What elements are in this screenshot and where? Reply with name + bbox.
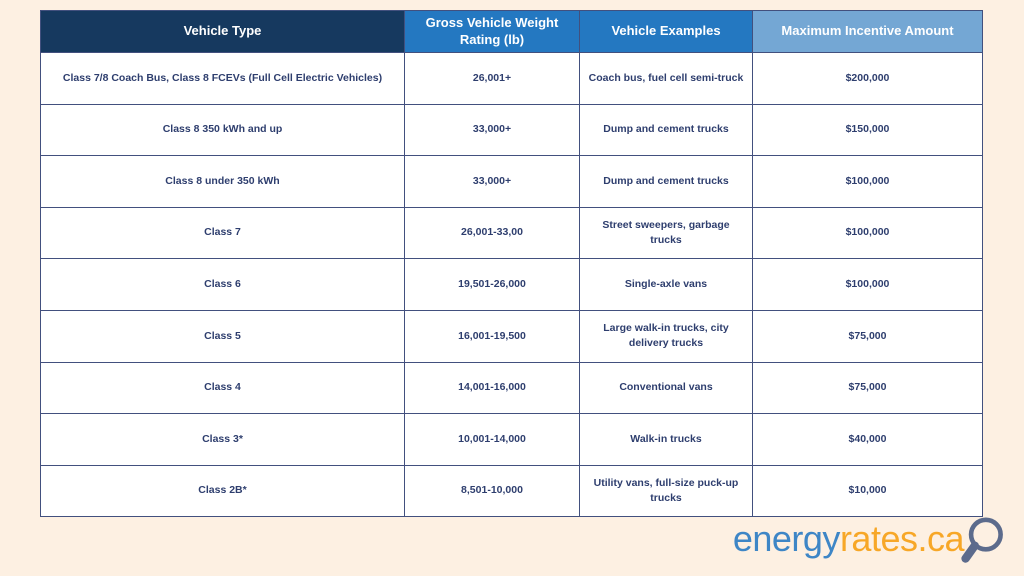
table-cell: Class 2B* <box>40 464 405 518</box>
table-row: Class 4 14,001-16,000 Conventional vans $75… <box>40 361 983 415</box>
table-cell: Walk-in trucks <box>579 413 753 466</box>
table-row: Class 2B* 8,501-10,000 Utility vans, full-… <box>40 464 983 518</box>
energyrates-logo: energy rates.ca <box>733 506 1008 572</box>
vehicle-incentive-table: Vehicle Type Gross Vehicle Weight Rating… <box>40 10 983 518</box>
header-gvwr: Gross Vehicle Weight Rating (lb) <box>404 10 580 53</box>
table-row: Class 8 under 350 kWh 33,000+ Dump and cem… <box>40 155 983 208</box>
table-cell: Class 8 under 350 kWh <box>40 155 405 208</box>
table-cell: 16,001-19,500 <box>404 309 580 363</box>
header-vehicle-type: Vehicle Type <box>40 10 405 53</box>
header-vehicle-examples: Vehicle Examples <box>579 10 753 53</box>
table-cell: $100,000 <box>752 155 983 208</box>
table-cell: 8,501-10,000 <box>404 464 580 518</box>
table-cell: Single-axle vans <box>579 258 753 311</box>
table-cell: 33,000+ <box>404 103 580 157</box>
table-cell: Class 6 <box>40 258 405 311</box>
table-cell: Class 8 350 kWh and up <box>40 103 405 157</box>
table-body: Class 7/8 Coach Bus, Class 8 FCEVs (Full… <box>40 52 983 518</box>
table-cell: Utility vans, full-size puck-up trucks <box>579 464 753 518</box>
magnifier-icon <box>961 506 1008 572</box>
table-header-row: Vehicle Type Gross Vehicle Weight Rating… <box>40 10 983 53</box>
table-cell: $100,000 <box>752 258 983 311</box>
table-cell: 14,001-16,000 <box>404 361 580 415</box>
table-row: Class 8 350 kWh and up 33,000+ Dump and ce… <box>40 103 983 157</box>
table-cell: Dump and cement trucks <box>579 155 753 208</box>
table-cell: $40,000 <box>752 413 983 466</box>
table-cell: Class 5 <box>40 309 405 363</box>
table-cell: $100,000 <box>752 206 983 260</box>
table-cell: 10,001-14,000 <box>404 413 580 466</box>
table-cell: 33,000+ <box>404 155 580 208</box>
table-cell: Coach bus, fuel cell semi-truck <box>579 52 753 105</box>
table-row: Class 7/8 Coach Bus, Class 8 FCEVs (Full… <box>40 52 983 105</box>
table-cell: 19,501-26,000 <box>404 258 580 311</box>
table-cell: Class 3* <box>40 413 405 466</box>
table-row: Class 6 19,501-26,000 Single-axle vans $100… <box>40 258 983 311</box>
table-cell: Dump and cement trucks <box>579 103 753 157</box>
table-cell: $10,000 <box>752 464 983 518</box>
table-cell: 26,001-33,00 <box>404 206 580 260</box>
table-row: Class 5 16,001-19,500 Large walk-in trucks… <box>40 309 983 363</box>
logo-text-energy: energy <box>732 518 841 559</box>
table-cell: Class 7 <box>40 206 405 260</box>
table-row: Class 3* 10,001-14,000 Walk-in trucks $40,0… <box>40 413 983 466</box>
table-row: Class 7 26,001-33,00 Street sweepers, garb… <box>40 206 983 260</box>
table-cell: $75,000 <box>752 309 983 363</box>
table-cell: $200,000 <box>752 52 983 105</box>
header-incentive-amount: Maximum Incentive Amount <box>752 10 983 53</box>
table-cell: Street sweepers, garbage trucks <box>579 206 753 260</box>
table-cell: 26,001+ <box>404 52 580 105</box>
table-cell: Class 4 <box>40 361 405 415</box>
table-cell: $75,000 <box>752 361 983 415</box>
table-cell: Class 7/8 Coach Bus, Class 8 FCEVs (Full… <box>40 52 405 105</box>
table-cell: $150,000 <box>752 103 983 157</box>
table-cell: Conventional vans <box>579 361 753 415</box>
table-cell: Large walk-in trucks, city delivery truc… <box>579 309 753 363</box>
logo-text-rates-ca: rates.ca <box>839 518 965 559</box>
